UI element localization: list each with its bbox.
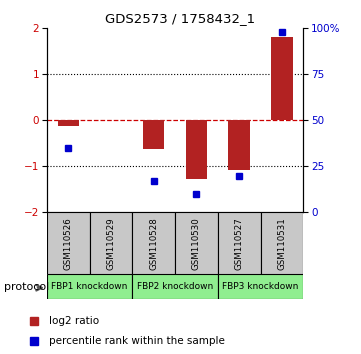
Bar [47, 274, 132, 299]
Bar [271, 36, 292, 120]
Text: percentile rank within the sample: percentile rank within the sample [49, 336, 225, 346]
Bar [218, 212, 261, 274]
Bar [58, 120, 79, 126]
Bar [132, 212, 175, 274]
Text: FBP1 knockdown: FBP1 knockdown [52, 282, 128, 291]
Bar [229, 120, 250, 170]
Text: GSM110530: GSM110530 [192, 217, 201, 270]
Bar [218, 274, 303, 299]
Bar [186, 120, 207, 179]
Bar [132, 274, 218, 299]
Text: GSM110528: GSM110528 [149, 217, 158, 270]
Text: GSM110527: GSM110527 [235, 217, 244, 270]
Text: GDS2573 / 1758432_1: GDS2573 / 1758432_1 [105, 12, 256, 25]
Text: FBP3 knockdown: FBP3 knockdown [222, 282, 299, 291]
Bar [175, 212, 218, 274]
Bar [261, 212, 303, 274]
Bar [47, 212, 90, 274]
Bar [90, 212, 132, 274]
Text: FBP2 knockdown: FBP2 knockdown [137, 282, 213, 291]
Text: GSM110531: GSM110531 [277, 217, 286, 270]
Text: log2 ratio: log2 ratio [49, 316, 99, 326]
Bar [143, 120, 164, 149]
Text: GSM110526: GSM110526 [64, 217, 73, 270]
Text: GSM110529: GSM110529 [106, 217, 116, 270]
Text: protocol: protocol [4, 282, 49, 292]
